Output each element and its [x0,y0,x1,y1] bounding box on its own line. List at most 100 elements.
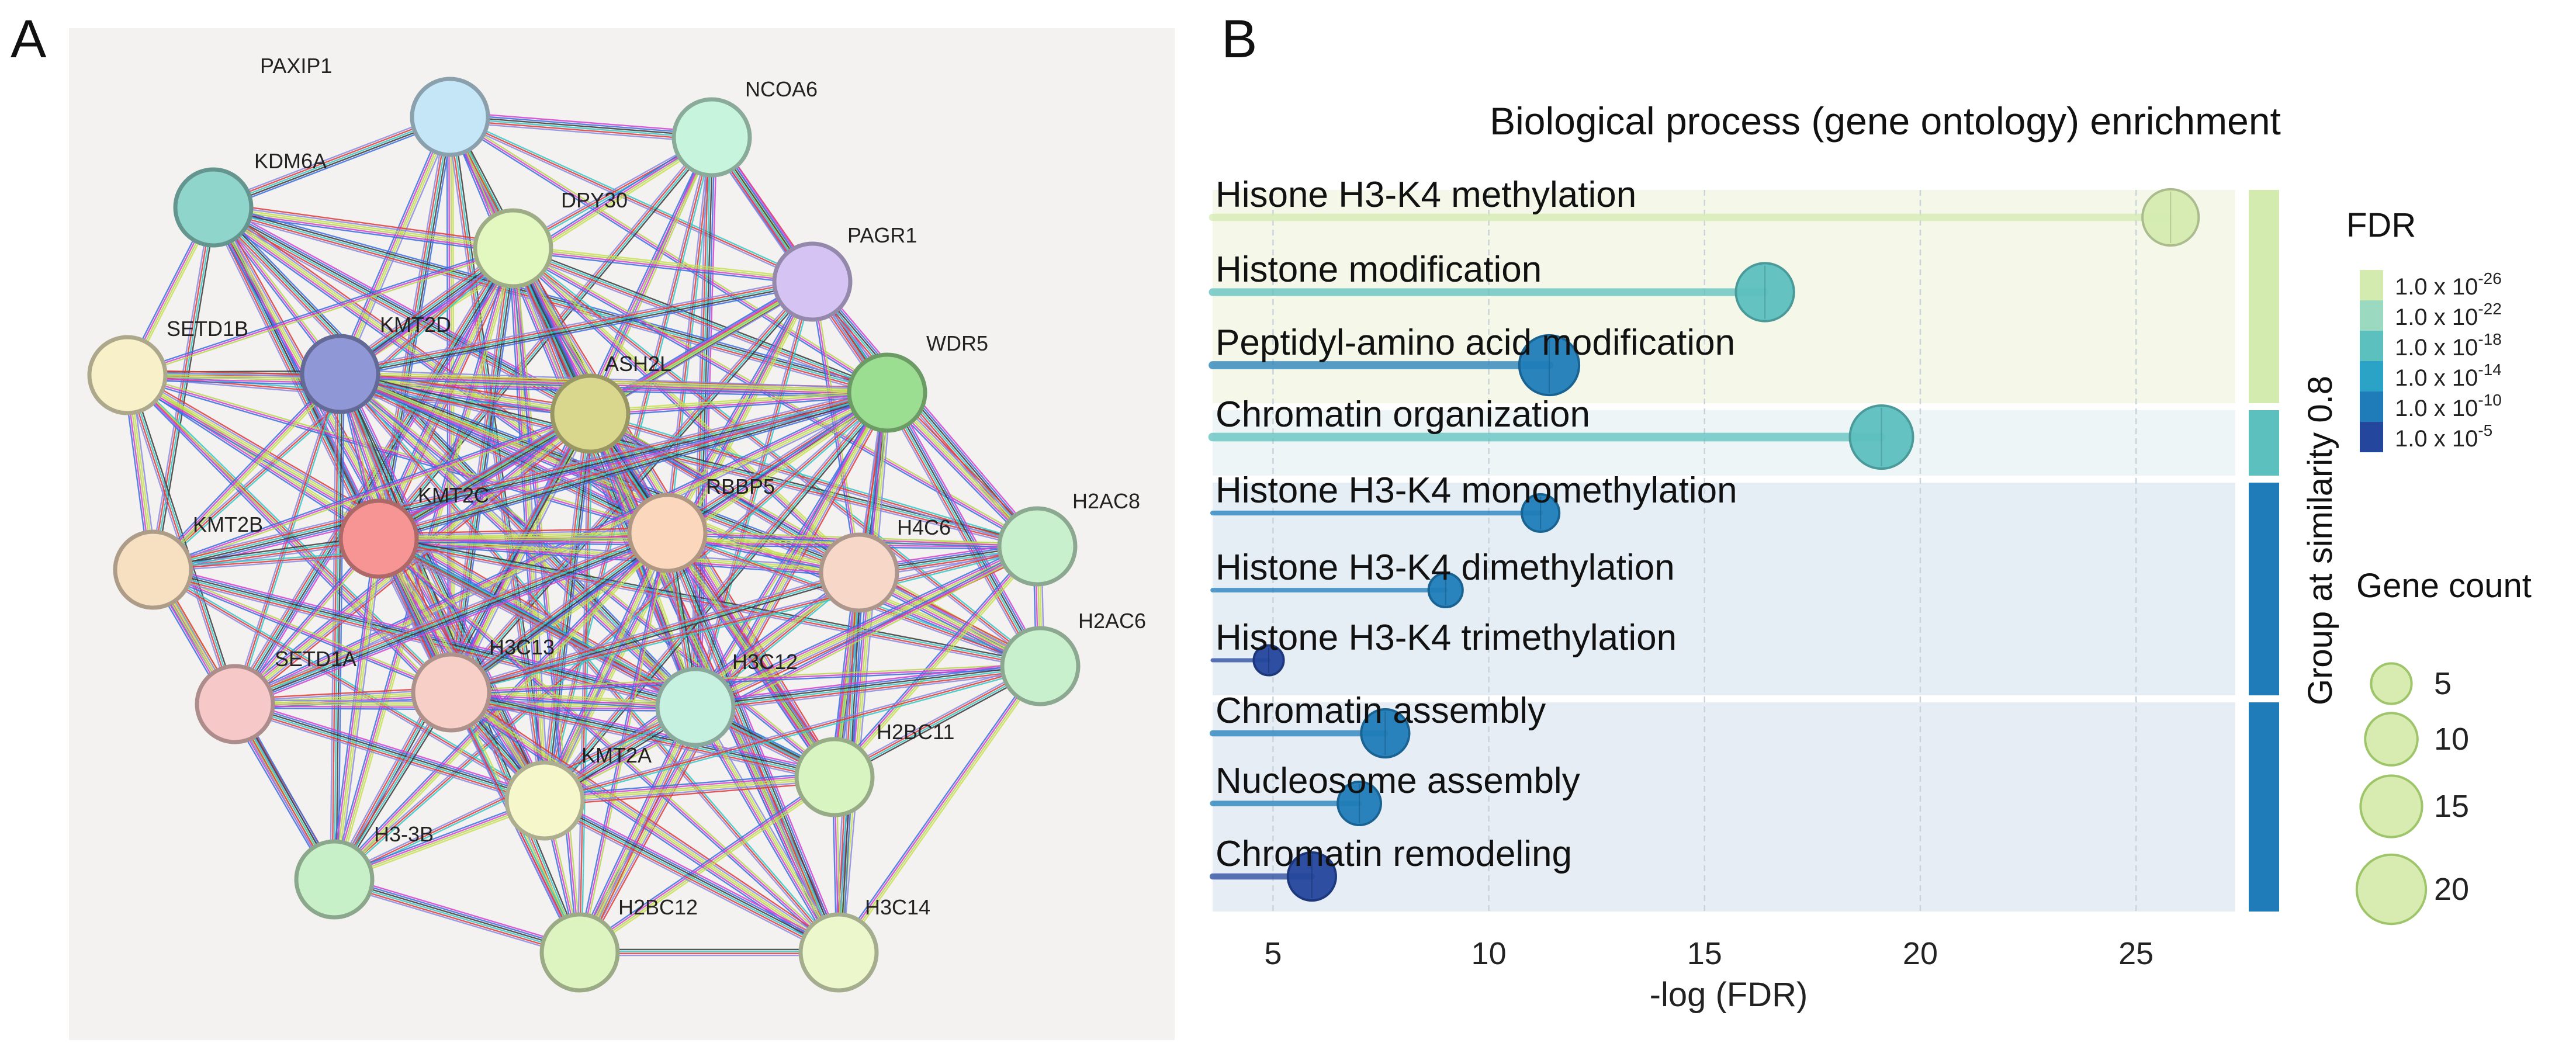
network-edge [579,413,591,953]
network-edge [579,775,835,952]
network-node[interactable] [1000,626,1081,706]
network-edge [543,391,887,801]
network-edge [376,410,590,537]
network-node[interactable] [195,664,275,744]
network-edge [237,249,517,706]
network-node[interactable] [794,737,875,817]
network-edge [448,529,666,690]
network-edge [340,374,1037,548]
network-edge [335,875,581,951]
network-edge [449,118,812,285]
network-edge [213,118,451,210]
network-edge [213,116,451,209]
network-edge [341,117,453,375]
network-node-label: PAGR1 [847,223,917,247]
network-edge [578,706,695,952]
network-node[interactable] [411,652,491,733]
network-edge [574,704,692,951]
network-edge [378,391,888,540]
network-edge [213,203,514,247]
network-edge [548,534,672,803]
network-node-label: H2BC11 [877,720,954,744]
network-edge [514,248,583,952]
network-edge [813,279,1040,545]
network-edge [514,246,1042,666]
network-edge [540,531,664,799]
network-edge [449,117,712,139]
network-edge [837,665,1040,952]
network-node-label: H3C13 [489,635,555,659]
network-node[interactable] [997,506,1078,587]
panel-b-letter: B [1221,9,1257,69]
network-edge [813,281,862,573]
network-edge [236,535,669,708]
network-edge [234,531,667,704]
network-edge [155,207,217,570]
network-edge [378,412,590,539]
network-node[interactable] [671,97,752,178]
network-node[interactable] [847,352,927,433]
network-node[interactable] [655,667,736,747]
network-node[interactable] [173,167,254,248]
network-node-label: H2BC12 [618,895,698,919]
network-node[interactable] [539,912,620,993]
network-edge [337,539,383,881]
network-node[interactable] [772,241,853,322]
network-edge [236,415,593,707]
network-node[interactable] [504,760,585,841]
fdr-legend-swatch [2360,422,2383,452]
network-edge [580,777,836,954]
network-node[interactable] [550,373,631,454]
network-edge [450,694,835,781]
x-tick-label: 10 [1471,936,1507,971]
network-edge [449,116,813,283]
x-tick-label: 15 [1687,936,1722,971]
network-node[interactable] [113,529,193,610]
network-edge [545,799,840,952]
network-node[interactable] [627,493,708,573]
network-edge [590,393,888,415]
network-edge [840,393,890,953]
network-edge [451,688,696,705]
fdr-legend-label: 1.0 x 10-26 [2395,269,2502,300]
network-edge [889,390,1044,666]
network-node[interactable] [798,912,879,993]
term-label: Peptidyl-amino acid modification [1216,323,1735,363]
network-edge [511,248,859,574]
network-node[interactable] [819,532,899,613]
network-edge [452,689,841,951]
network-edge [590,389,887,412]
network-node[interactable] [410,77,490,157]
network-edge [340,279,812,373]
network-node-label: WDR5 [926,331,988,355]
network-edge [695,664,1040,707]
network-edge [545,797,840,951]
network-edge [151,372,340,570]
gene-count-legend-circle [2364,712,2419,767]
network-node[interactable] [338,498,419,579]
x-tick-label: 20 [1903,936,1938,971]
network-edge [212,210,887,397]
network-edge [448,117,887,395]
network-edge [451,691,696,707]
network-edge [666,533,839,954]
network-edge [451,545,1038,694]
gene-count-legend-label: 10 [2434,722,2469,757]
network-edge [513,250,812,286]
network-node[interactable] [473,208,553,289]
network-edge [335,393,889,882]
network-node[interactable] [87,335,168,415]
network-node-label: H3-3B [374,822,434,846]
network-edge [693,708,838,954]
network-edge [882,394,1037,669]
network-edge [335,874,581,949]
network-edge [887,391,1042,666]
network-node[interactable] [294,839,375,920]
network-edge [379,536,841,952]
x-tick-labels: 5 10 15 20 25 [1264,936,2153,971]
network-edge [833,545,1037,777]
network-edge [335,115,447,373]
network-edge [451,665,1041,694]
network-edge [450,543,1037,691]
network-node[interactable] [300,334,380,414]
